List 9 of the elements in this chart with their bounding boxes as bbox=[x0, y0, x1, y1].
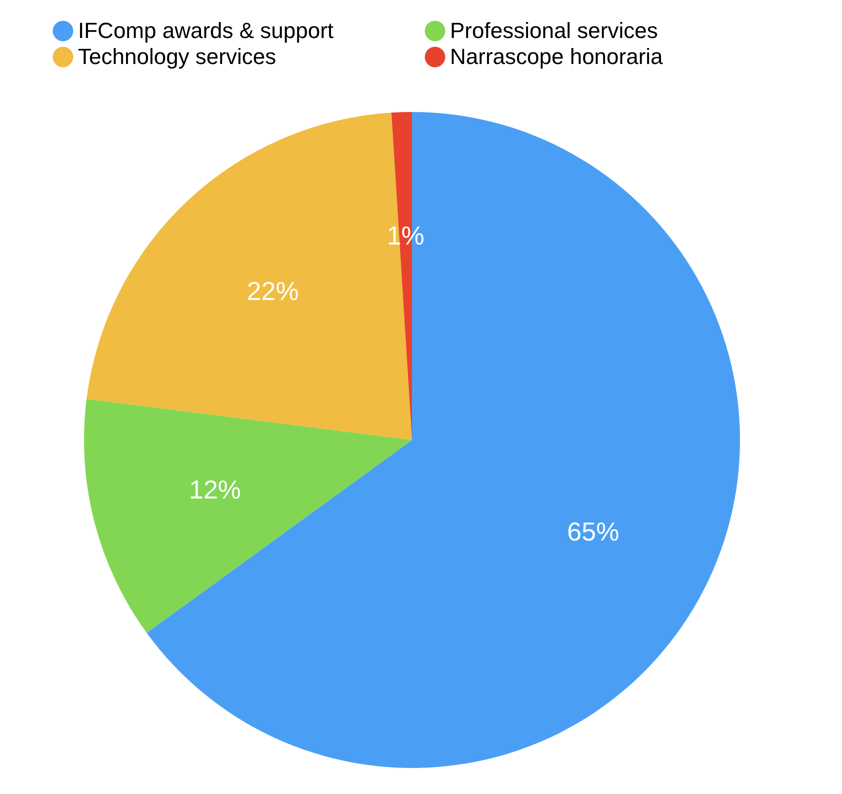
pie-slice bbox=[84, 398, 412, 633]
pie-slice bbox=[146, 112, 740, 768]
legend-label: Narrascope honoraria bbox=[450, 44, 664, 69]
legend-label: Technology services bbox=[78, 44, 276, 69]
legend-label: Professional services bbox=[450, 18, 658, 43]
data-label: 12% bbox=[189, 474, 242, 505]
legend-label: IFComp awards & support bbox=[78, 18, 334, 43]
data-label: 22% bbox=[246, 276, 299, 306]
data-label: 65% bbox=[567, 516, 620, 546]
